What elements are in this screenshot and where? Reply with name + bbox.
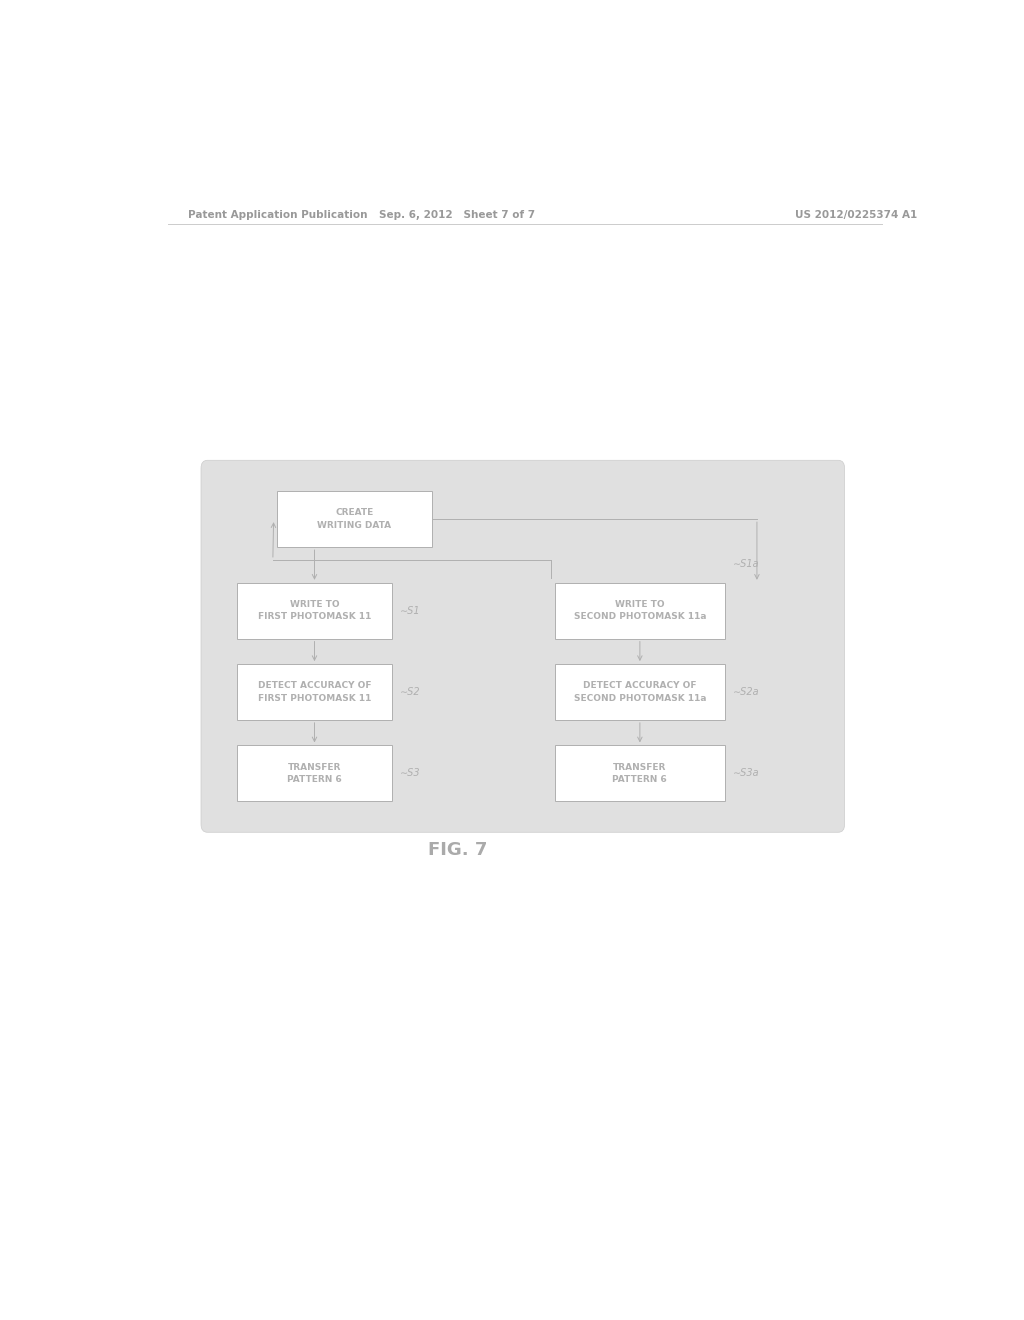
Text: CREATE
WRITING DATA: CREATE WRITING DATA: [317, 508, 391, 529]
Text: Sep. 6, 2012   Sheet 7 of 7: Sep. 6, 2012 Sheet 7 of 7: [379, 210, 536, 220]
Bar: [238, 664, 392, 719]
Bar: [276, 491, 431, 548]
Text: ∼S3: ∼S3: [399, 768, 421, 779]
Text: DETECT ACCURACY OF
FIRST PHOTOMASK 11: DETECT ACCURACY OF FIRST PHOTOMASK 11: [258, 681, 372, 702]
Text: WRITE TO
SECOND PHOTOMASK 11a: WRITE TO SECOND PHOTOMASK 11a: [573, 601, 707, 622]
Text: FIG. 7: FIG. 7: [428, 841, 487, 858]
Bar: [238, 746, 392, 801]
Text: TRANSFER
PATTERN 6: TRANSFER PATTERN 6: [612, 763, 668, 784]
Text: ∼S2a: ∼S2a: [733, 686, 760, 697]
Text: ∼S3a: ∼S3a: [733, 768, 760, 779]
Text: ∼S2: ∼S2: [399, 686, 421, 697]
Text: Patent Application Publication: Patent Application Publication: [187, 210, 367, 220]
Bar: [555, 664, 725, 719]
Bar: [555, 746, 725, 801]
Text: WRITE TO
FIRST PHOTOMASK 11: WRITE TO FIRST PHOTOMASK 11: [258, 601, 371, 622]
FancyBboxPatch shape: [201, 461, 845, 833]
Bar: [555, 582, 725, 639]
Text: DETECT ACCURACY OF
SECOND PHOTOMASK 11a: DETECT ACCURACY OF SECOND PHOTOMASK 11a: [573, 681, 707, 702]
Text: TRANSFER
PATTERN 6: TRANSFER PATTERN 6: [287, 763, 342, 784]
Text: ∼S1a: ∼S1a: [733, 560, 760, 569]
Bar: [238, 582, 392, 639]
Text: ∼S1: ∼S1: [399, 606, 421, 615]
Text: US 2012/0225374 A1: US 2012/0225374 A1: [795, 210, 916, 220]
